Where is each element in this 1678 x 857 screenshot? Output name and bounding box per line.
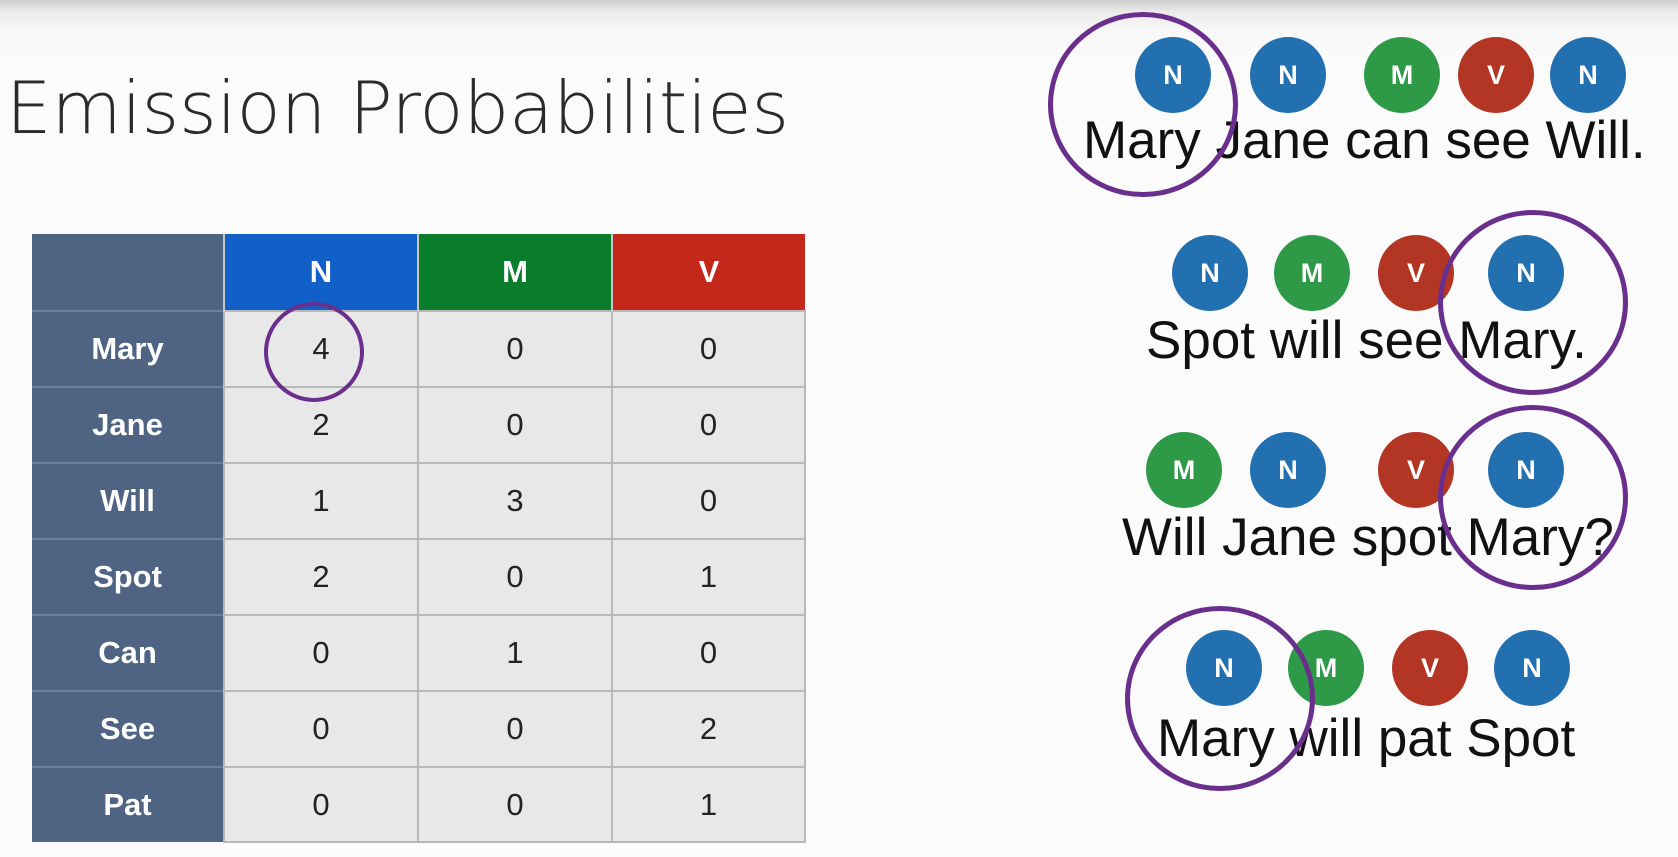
tag-badge: M — [1146, 432, 1222, 508]
table-cell: 1 — [611, 538, 806, 616]
highlight-circle — [1125, 606, 1315, 791]
table-row: See 0 0 2 — [32, 690, 806, 768]
highlight-circle — [1438, 405, 1628, 590]
highlight-circle — [1048, 12, 1238, 197]
slide-title: Emission Probabilities — [6, 66, 790, 150]
table-cell: 0 — [417, 386, 613, 464]
table-cell: 0 — [223, 690, 419, 768]
table-cell: 1 — [611, 766, 806, 843]
row-label: Jane — [32, 386, 224, 463]
table-cell: 0 — [611, 614, 806, 692]
highlight-circle — [1438, 210, 1628, 395]
table-row: Spot 2 0 1 — [32, 538, 806, 616]
tag-badge: N — [1250, 432, 1326, 508]
table-cell: 0 — [611, 386, 806, 464]
table-cell: 3 — [417, 462, 613, 540]
table-cell: 2 — [611, 690, 806, 768]
col-header-m: M — [417, 234, 612, 311]
table-cell: 1 — [417, 614, 613, 692]
row-label: Mary — [32, 310, 224, 387]
table-row: Jane 2 0 0 — [32, 386, 806, 464]
table-cell: 0 — [417, 310, 613, 388]
row-label: Spot — [32, 538, 224, 615]
tag-badge: V — [1458, 37, 1534, 113]
tag-badge: N — [1172, 235, 1248, 311]
col-header-v: V — [611, 234, 805, 311]
tag-badge: N — [1494, 630, 1570, 706]
emission-table: N M V Mary 4 0 0 Jane 2 0 0 Will 1 3 0 S… — [32, 234, 806, 843]
tag-badge: N — [1550, 37, 1626, 113]
highlight-circle-mary-n — [264, 302, 364, 402]
row-label: Can — [32, 614, 224, 691]
header-row: N M V — [32, 234, 805, 311]
table-cell: 0 — [223, 614, 419, 692]
table-cell: 0 — [611, 462, 806, 540]
tag-badge: M — [1274, 235, 1350, 311]
table-cell: 1 — [223, 462, 419, 540]
table-row: Can 0 1 0 — [32, 614, 806, 692]
row-label: Pat — [32, 766, 224, 842]
row-label: See — [32, 690, 224, 767]
table-cell: 0 — [223, 766, 419, 843]
table-cell: 0 — [417, 538, 613, 616]
table-row: Pat 0 0 1 — [32, 766, 806, 843]
table-cell: 0 — [611, 310, 806, 388]
table-cell: 0 — [417, 690, 613, 768]
col-header-n: N — [223, 234, 418, 311]
row-label: Will — [32, 462, 224, 539]
table-cell: 2 — [223, 386, 419, 464]
tag-badge: M — [1364, 37, 1440, 113]
tag-badge: N — [1250, 37, 1326, 113]
table-cell: 2 — [223, 538, 419, 616]
corner-cell — [32, 234, 224, 311]
tag-badge: V — [1392, 630, 1468, 706]
table-cell: 0 — [417, 766, 613, 843]
table-row: Will 1 3 0 — [32, 462, 806, 540]
